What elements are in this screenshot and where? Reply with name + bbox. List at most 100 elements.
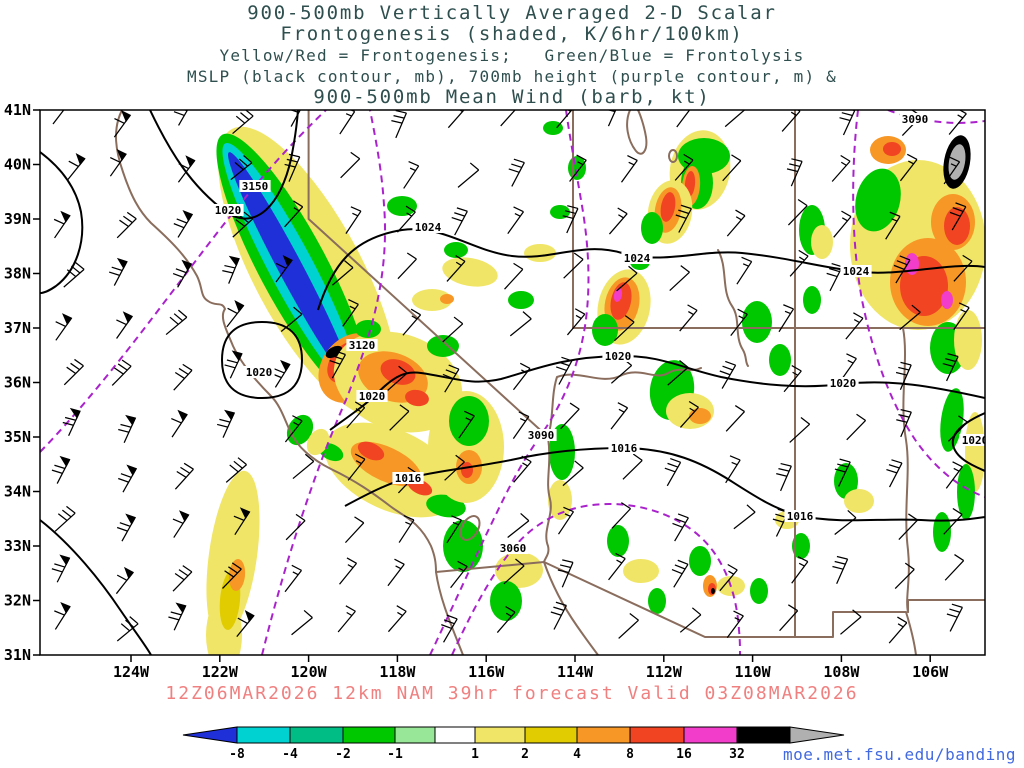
wind-barb xyxy=(826,262,843,292)
wind-barb xyxy=(834,509,857,535)
mslp-contour-label-box xyxy=(959,434,985,446)
title-line-5: 900-500mb Mean Wind (barb, kt) xyxy=(313,86,711,108)
mslp-contour-label-box xyxy=(602,350,634,362)
state-border-path xyxy=(543,561,599,655)
title-line-2: Frontogenesis (shaded, K/6hr/100km) xyxy=(280,23,744,45)
wind-barb xyxy=(679,304,698,332)
height-contour-path xyxy=(40,110,327,453)
wind-barb xyxy=(504,262,524,290)
barb-pennant xyxy=(231,350,243,362)
wind-barb xyxy=(840,609,862,635)
wind-barb xyxy=(339,557,358,585)
barb-pennant xyxy=(244,609,255,623)
wind-barb xyxy=(387,605,407,633)
mslp-contour-path xyxy=(40,519,152,655)
wind-barb xyxy=(676,110,691,128)
wind-barb xyxy=(280,306,303,332)
wind-barb xyxy=(387,558,405,587)
wind-barb xyxy=(172,565,193,592)
wind-barb xyxy=(557,559,574,588)
wind-barb xyxy=(664,457,682,487)
wind-barb xyxy=(284,200,304,228)
shading-blob xyxy=(711,588,715,594)
wind-barb xyxy=(337,605,356,633)
lat-tick-label: 39N xyxy=(4,210,31,228)
barb-pennant xyxy=(116,257,128,270)
wind-barb xyxy=(63,261,85,288)
wind-barb xyxy=(725,405,745,432)
wind-barb xyxy=(608,552,626,581)
mslp-contour-label: 1024 xyxy=(624,252,651,265)
barb-pennant xyxy=(69,407,81,419)
lat-tick-label: 33N xyxy=(4,537,31,555)
barb-pennant xyxy=(175,602,187,614)
wind-barb xyxy=(555,356,573,385)
mslp-contour-label-box xyxy=(243,366,275,378)
wind-barb xyxy=(174,462,194,490)
height-contour-label: 3060 xyxy=(500,542,527,555)
shading-blob xyxy=(228,559,246,591)
wind-barb xyxy=(340,151,361,179)
barb-pennant xyxy=(181,259,193,272)
wind-barb xyxy=(722,154,742,182)
barb-pennant xyxy=(224,409,236,421)
mslp-contour-label: 1020 xyxy=(962,434,989,447)
height-contour-path xyxy=(451,502,741,655)
wind-barb xyxy=(674,153,694,181)
wind-barb xyxy=(943,507,963,535)
wind-barb xyxy=(833,210,852,238)
barb-pennant xyxy=(228,255,240,267)
wind-barb xyxy=(172,259,193,288)
shading-blob xyxy=(689,546,711,576)
wind-barb xyxy=(679,607,702,633)
colorbar-tick-label: -4 xyxy=(282,747,298,762)
wind-barb xyxy=(62,407,81,436)
wind-barb xyxy=(396,205,416,233)
state-border-path xyxy=(902,327,910,613)
wind-barb xyxy=(52,110,65,125)
colorbar: -8 -4 -2 -1 1 2 4 8 16 32 xyxy=(182,726,845,762)
wind-barb xyxy=(51,455,71,484)
wind-barb xyxy=(894,562,915,589)
barb-pennant xyxy=(60,601,71,614)
wind-barb xyxy=(675,204,692,233)
shading-blob xyxy=(380,359,416,385)
colorbar-segment xyxy=(629,726,685,744)
wind-barb xyxy=(171,409,188,438)
wind-barb xyxy=(230,155,253,181)
shading-blob xyxy=(940,388,964,452)
height-contour-path xyxy=(429,110,590,655)
lat-tick-label: 38N xyxy=(4,265,31,283)
shading-blob xyxy=(750,578,768,604)
wind-barb xyxy=(386,365,408,392)
wind-barb xyxy=(222,255,240,284)
wind-barb xyxy=(173,209,194,238)
wind-barb xyxy=(840,353,857,381)
wind-barb xyxy=(111,359,132,386)
wind-barb xyxy=(236,609,255,638)
mslp-contour-label-box xyxy=(392,472,424,484)
wind-barb xyxy=(671,559,689,588)
credit-link[interactable]: moe.met.fsu.edu/banding xyxy=(782,745,1016,764)
shading-blob xyxy=(613,288,623,302)
wind-barb xyxy=(556,110,573,129)
wind-barb xyxy=(898,513,918,540)
barb-pennant xyxy=(178,510,190,523)
wind-barb xyxy=(507,206,524,235)
barb-pennant xyxy=(280,359,291,372)
wind-barb xyxy=(442,364,460,393)
shading-blob xyxy=(834,463,858,499)
wind-barb xyxy=(942,353,959,382)
shading-blob xyxy=(944,207,970,245)
barb-pennant xyxy=(125,414,137,426)
mslp-contour-label-box xyxy=(621,252,653,264)
wind-barb xyxy=(284,415,303,443)
wind-barb xyxy=(289,110,301,127)
wind-barb xyxy=(116,513,137,542)
shading-blob xyxy=(954,310,982,370)
lon-tick-label: 110W xyxy=(735,663,772,681)
shading-blob xyxy=(941,291,953,309)
wind-barb xyxy=(116,616,139,642)
wind-barb xyxy=(562,460,584,487)
wind-barb xyxy=(285,513,306,541)
